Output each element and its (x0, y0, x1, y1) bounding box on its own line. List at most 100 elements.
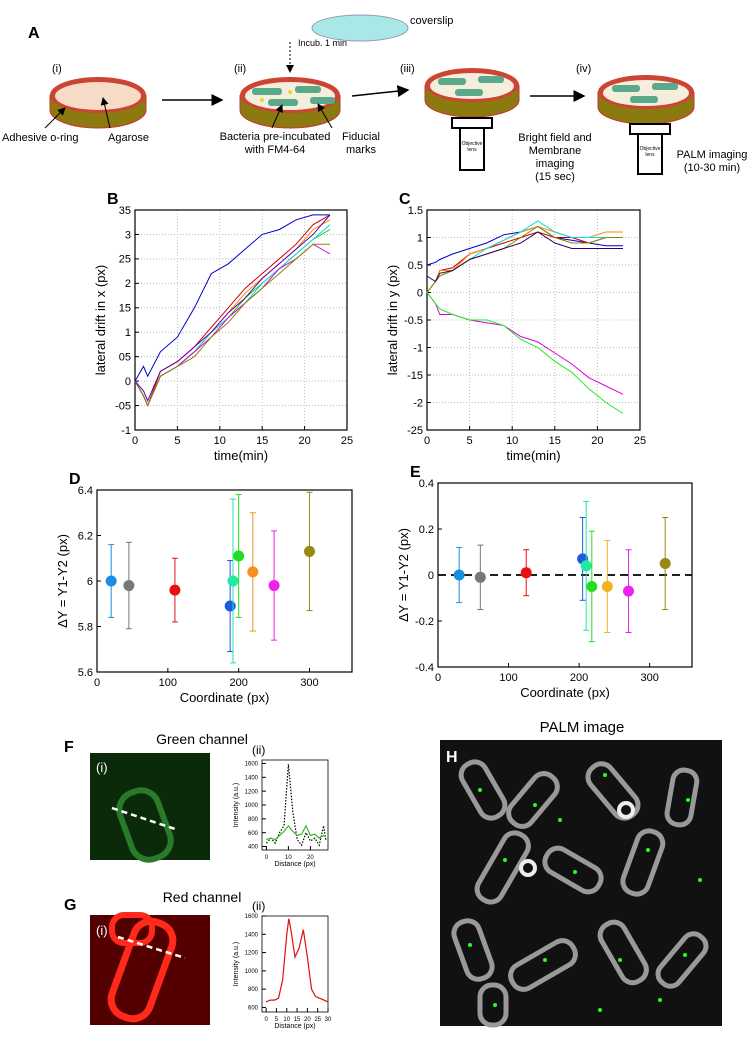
x-axis-label: time(min) (506, 448, 560, 463)
line-series (426, 292, 624, 395)
point (520, 567, 532, 579)
y-tick-label: 2 (125, 278, 131, 290)
y-tick-label: 6.2 (78, 530, 93, 542)
y-tick-label: -1 (121, 425, 131, 437)
bright-field-label: Bright field and (518, 132, 591, 144)
point (105, 575, 117, 587)
panel-a: A coverslip Incub. 1 min (i) (ii) (iii) … (2, 14, 748, 183)
y-tick-label: 0 (428, 570, 434, 582)
line-series (134, 214, 331, 402)
y-tick-label: -1 (413, 342, 423, 354)
image-title: Red channel (163, 889, 242, 905)
y-axis-label: Intensity (a.u.) (233, 783, 240, 827)
x-tick-label: 5 (174, 435, 180, 447)
panel-letter: F (64, 739, 74, 756)
x-tick-label: 0 (435, 672, 441, 684)
y-axis-label: ΔY = Y1-Y2 (px) (55, 534, 70, 628)
panel-letter: E (410, 464, 421, 481)
arrow (317, 103, 333, 129)
point (247, 566, 259, 578)
point (659, 558, 671, 569)
x-tick-label: 0 (94, 677, 100, 689)
sub-label: (i) (96, 760, 108, 775)
x-tick-label: 100 (159, 677, 177, 689)
y-tick-label: -25 (407, 425, 423, 437)
y-tick-label: 800 (248, 987, 259, 993)
y-tick-label: 1200 (245, 789, 259, 795)
agarose-label: Agarose (108, 132, 149, 144)
arrow (271, 104, 283, 129)
x-tick-label: 10 (214, 435, 226, 447)
y-tick-label: 6 (87, 576, 93, 588)
x-tick-label: 300 (300, 677, 318, 689)
dish: Objective lens (597, 75, 695, 175)
point (268, 580, 280, 592)
x-tick-label: 30 (325, 1017, 332, 1023)
arrow (351, 85, 410, 98)
bright-field-label: imaging (536, 158, 575, 170)
step-label: (ii) (234, 63, 246, 75)
plot-frame (96, 489, 353, 673)
x-tick-label: 15 (294, 1017, 301, 1023)
panel-g-image: G Red channel (i) (64, 889, 241, 1025)
x-tick-label: 100 (499, 672, 517, 684)
plot-frame (261, 759, 329, 851)
dish: Objective lens (424, 68, 520, 171)
line-series (426, 225, 623, 266)
point (224, 600, 236, 612)
x-tick-label: 10 (285, 855, 292, 861)
y-tick-label: 1600 (245, 914, 259, 920)
y-tick-label: 25 (119, 254, 131, 266)
line-series (134, 243, 330, 407)
x-tick-label: 25 (314, 1017, 321, 1023)
panel-letter: G (64, 897, 76, 914)
panel-letter: C (399, 191, 411, 208)
chart: 0 5 10 15 20 25 30 600 800 1000 1200 1400 1600 Distan… (233, 899, 332, 1030)
palm-label: PALM imaging (677, 149, 748, 161)
panel-h-image: PALM image H (440, 719, 722, 1028)
x-axis-label: Coordinate (px) (520, 685, 610, 700)
x-axis-label: Coordinate (px) (180, 690, 270, 705)
y-tick-label: 0.5 (408, 260, 423, 272)
x-tick-label: 10 (506, 435, 518, 447)
step-label: (iii) (400, 63, 415, 75)
chart: 0 10 20 400 600 800 1000 1200 1400 1600 Distance (… (233, 743, 329, 868)
arrow (100, 97, 111, 129)
line-series (266, 824, 327, 841)
sub-label: (ii) (252, 743, 265, 757)
y-tick-label: 1.5 (408, 205, 423, 217)
y-tick-label: -0.2 (415, 616, 434, 628)
x-tick-label: 20 (304, 1017, 311, 1023)
point (601, 581, 613, 592)
point (227, 575, 239, 587)
y-tick-label: 800 (248, 817, 259, 823)
panel-letter: A (28, 25, 40, 42)
sub-label: (i) (96, 923, 108, 938)
objective-label: Objective (462, 141, 483, 147)
y-tick-label: 1 (125, 327, 131, 339)
x-tick-label: 15 (256, 435, 268, 447)
y-tick-label: 1000 (245, 969, 259, 975)
objective-label: lens (645, 152, 655, 158)
plot-frame (261, 915, 329, 1013)
y-tick-label: 600 (248, 831, 259, 837)
point (474, 571, 486, 583)
point (623, 585, 634, 597)
dish (239, 77, 341, 129)
y-tick-label: 1000 (245, 803, 259, 809)
sub-label: (ii) (252, 899, 265, 913)
y-tick-label: 3 (125, 229, 131, 241)
coverslip-shape (311, 14, 409, 42)
plot-frame (426, 209, 641, 431)
x-axis-label: Distance (px) (274, 861, 315, 868)
x-tick-label: 300 (640, 672, 658, 684)
y-tick-label: -0.4 (415, 662, 434, 674)
step-label: (iv) (576, 63, 591, 75)
point (123, 580, 135, 592)
y-axis-label: lateral drift in y (px) (385, 265, 400, 376)
x-axis-label: Distance (px) (274, 1023, 315, 1030)
y-tick-label: -2 (413, 397, 423, 409)
line-series (426, 220, 623, 293)
y-tick-label: 15 (119, 303, 131, 315)
